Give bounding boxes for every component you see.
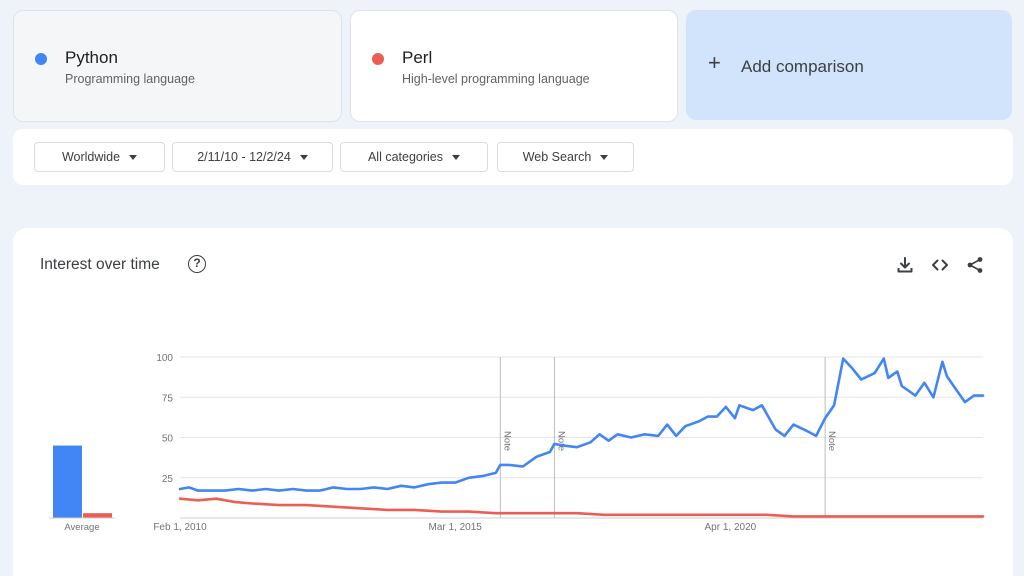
x-tick-label: Feb 1, 2010 [153,522,207,533]
category-filter[interactable]: All categories [340,142,488,172]
python-color-dot [35,53,47,65]
term-description: Programming language [65,72,195,86]
help-icon[interactable]: ? [188,255,206,273]
filter-bar: Worldwide 2/11/10 - 12/2/24 All categori… [13,129,1013,185]
series-line-perl [178,497,985,518]
chevron-down-icon [299,154,308,160]
note-marker-label: Note [555,431,566,451]
term-card-perl[interactable]: Perl High-level programming language [350,10,678,122]
category-label: All categories [367,150,444,164]
term-name[interactable]: Perl [402,48,433,67]
region-filter[interactable]: Worldwide [34,142,165,172]
note-marker-label: Note [826,431,837,451]
chevron-down-icon [452,154,461,160]
y-tick-label: 50 [162,434,174,445]
section-title: Interest over time [40,256,160,273]
perl-color-dot [372,53,384,65]
download-icon[interactable] [896,256,914,274]
average-label: Average [64,522,99,533]
embed-code-icon[interactable] [931,256,949,274]
x-tick-label: Mar 1, 2015 [428,522,482,533]
interest-over-time-card: Interest over time ? 25 50 75 100 Feb 1, 201… [13,228,1013,576]
average-bar-python [53,445,82,518]
search-type-label: Web Search [522,150,592,164]
plus-icon: + [708,50,721,75]
chevron-down-icon [129,154,138,160]
search-type-filter[interactable]: Web Search [497,142,634,172]
term-name[interactable]: Python [65,48,118,67]
share-icon[interactable] [966,256,984,274]
series-line-python [178,357,985,492]
chevron-down-icon [600,154,609,160]
date-range-label: 2/11/10 - 12/2/24 [197,150,291,164]
y-tick-label: 25 [162,474,174,485]
add-comparison-label: Add comparison [741,57,864,76]
y-tick-label: 100 [156,353,173,364]
term-description: High-level programming language [402,72,590,86]
date-range-filter[interactable]: 2/11/10 - 12/2/24 [172,142,333,172]
average-bar-perl [83,513,112,518]
add-comparison-button[interactable]: + Add comparison [686,10,1012,120]
term-card-python[interactable]: Python Programming language [13,10,342,122]
y-tick-label: 75 [162,393,174,404]
note-marker-label: Note [501,431,512,451]
x-tick-label: Apr 1, 2020 [705,522,757,533]
region-filter-label: Worldwide [61,150,121,164]
interest-over-time-chart[interactable]: 25 50 75 100 Feb 1, 2010 Mar 1, 2015 Apr 1, 20… [13,228,1013,560]
